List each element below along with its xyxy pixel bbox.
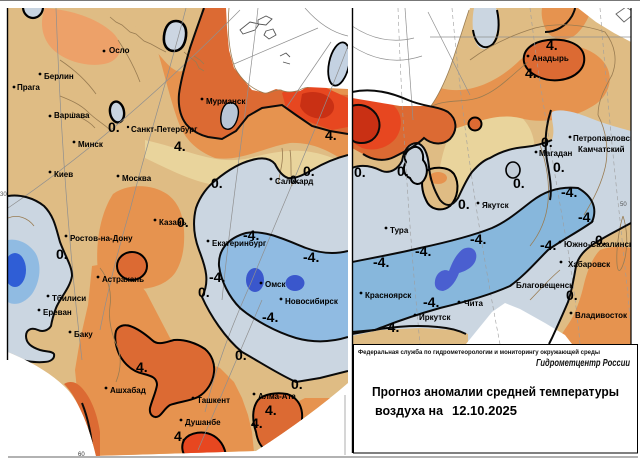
svg-text:0.: 0. (291, 376, 303, 392)
svg-text:4.: 4. (265, 402, 277, 418)
svg-text:0.: 0. (458, 196, 470, 212)
svg-text:Хабаровск: Хабаровск (568, 260, 611, 269)
svg-text:4.: 4. (174, 138, 186, 154)
svg-text:Варшава: Варшава (54, 111, 90, 120)
svg-text:0.: 0. (303, 163, 315, 179)
svg-text:-4.: -4. (373, 254, 389, 270)
svg-text:Тура: Тура (390, 226, 409, 235)
svg-text:4.: 4. (546, 37, 558, 53)
svg-text:Казань: Казань (159, 218, 187, 227)
svg-text:Ташкент: Ташкент (197, 396, 230, 405)
svg-text:Владивосток: Владивосток (575, 311, 628, 320)
svg-text:-4.: -4. (243, 227, 259, 243)
svg-text:0.: 0. (595, 232, 607, 248)
svg-text:Салехард: Салехард (275, 177, 313, 186)
svg-text:Санкт-Петербург: Санкт-Петербург (131, 125, 198, 134)
svg-text:Москва: Москва (122, 174, 152, 183)
svg-text:Алма-Ата: Алма-Ата (258, 392, 296, 401)
svg-text:воздуха на: воздуха на (375, 404, 444, 418)
svg-text:4.: 4. (251, 415, 263, 431)
svg-text:-4.: -4. (470, 231, 486, 247)
svg-text:50: 50 (620, 202, 627, 208)
svg-text:0.: 0. (553, 159, 565, 175)
svg-text:30: 30 (0, 192, 7, 198)
svg-text:0.: 0. (198, 284, 210, 300)
svg-text:Федеральная служба по гидромет: Федеральная служба по гидрометеорологии … (358, 349, 600, 356)
svg-text:Магадан: Магадан (539, 149, 573, 158)
svg-text:12.10.2025: 12.10.2025 (452, 404, 517, 418)
svg-text:Южно-Сахалинск: Южно-Сахалинск (564, 240, 634, 249)
svg-text:0.: 0. (397, 163, 409, 179)
svg-text:-4.: -4. (561, 184, 577, 200)
svg-text:Камчатский: Камчатский (578, 145, 625, 154)
svg-text:-4.: -4. (423, 294, 439, 310)
svg-text:Берлин: Берлин (44, 72, 74, 81)
svg-text:4.: 4. (136, 359, 148, 375)
svg-text:4.: 4. (174, 428, 186, 444)
svg-text:Осло: Осло (109, 46, 130, 55)
svg-text:0.: 0. (211, 175, 223, 191)
svg-text:-4.: -4. (262, 309, 278, 325)
svg-text:Красноярск: Красноярск (365, 291, 412, 300)
svg-text:0.: 0. (290, 173, 300, 187)
svg-text:-4.: -4. (415, 243, 431, 259)
svg-text:Омск: Омск (265, 280, 286, 289)
svg-text:Прага: Прага (17, 83, 40, 92)
svg-text:Новосибирск: Новосибирск (285, 297, 339, 306)
svg-text:Баку: Баку (74, 330, 93, 339)
svg-text:-4.: -4. (303, 249, 319, 265)
svg-text:Иркутск: Иркутск (419, 313, 451, 322)
svg-text:Петропавловск: Петропавловск (573, 134, 635, 143)
svg-text:0.: 0. (56, 246, 68, 262)
svg-text:0.: 0. (235, 347, 247, 363)
svg-text:0.: 0. (108, 119, 120, 135)
svg-text:Прогноз аномалии средней темпе: Прогноз аномалии средней температуры (372, 385, 619, 399)
svg-text:-4.: -4. (540, 237, 556, 253)
svg-text:0.: 0. (541, 134, 553, 150)
svg-text:4.: 4. (525, 65, 537, 81)
svg-text:Киев: Киев (54, 170, 73, 179)
svg-text:4.: 4. (325, 127, 337, 143)
svg-text:-4.: -4. (383, 319, 399, 335)
svg-text:-4.: -4. (209, 269, 225, 285)
svg-text:0.: 0. (566, 287, 578, 303)
svg-text:Тбилиси: Тбилиси (52, 294, 86, 303)
svg-text:Минск: Минск (78, 140, 104, 149)
svg-text:Анадырь: Анадырь (532, 54, 569, 63)
svg-text:Чита: Чита (464, 299, 483, 308)
svg-text:0.: 0. (177, 214, 189, 230)
svg-text:Астрахань: Астрахань (102, 275, 144, 284)
svg-text:60: 60 (78, 452, 85, 458)
svg-text:Гидрометцентр России: Гидрометцентр России (536, 358, 630, 369)
svg-text:Якутск: Якутск (482, 201, 510, 210)
svg-text:Благовещенск: Благовещенск (516, 281, 574, 290)
svg-text:Душанбе: Душанбе (185, 418, 221, 427)
svg-text:0.: 0. (354, 164, 366, 180)
svg-text:Ашхабад: Ашхабад (110, 386, 146, 395)
svg-text:Мурманск: Мурманск (206, 97, 246, 106)
svg-text:Ереван: Ереван (43, 308, 72, 317)
svg-text:Екатеринбург: Екатеринбург (212, 239, 267, 248)
svg-text:-4.: -4. (578, 209, 594, 225)
svg-text:0.: 0. (513, 175, 525, 191)
svg-text:Ростов-на-Дону: Ростов-на-Дону (70, 234, 133, 243)
